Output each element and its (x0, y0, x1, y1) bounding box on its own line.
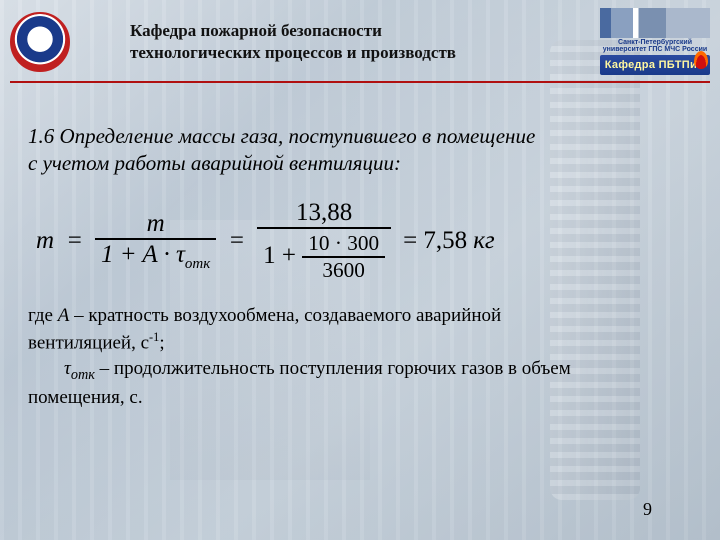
equals-1: = (60, 227, 89, 255)
where-A: А (58, 305, 70, 326)
where-l2-end: ; (159, 332, 164, 353)
right-logo: Санкт-Петербургский университет ГПС МЧС … (600, 8, 710, 75)
f2n-num: 10 · 300 (302, 231, 385, 256)
where-tau-sub: отк (71, 367, 95, 383)
f1-numerator: m (141, 209, 171, 238)
flame-icon (694, 51, 708, 69)
where-l4: помещения, с. (28, 387, 143, 408)
fraction-2: 13,88 1 + 10 · 300 3600 (257, 198, 391, 286)
f2-denominator: 1 + 10 · 300 3600 (257, 229, 391, 286)
slide-content: 1.6 Определение массы газа, поступившего… (0, 83, 720, 410)
department-title: Кафедра пожарной безопасности технологич… (80, 20, 590, 63)
department-title-line2: технологических процессов и производств (130, 42, 590, 63)
f1-den-oneplus: 1 + (101, 241, 137, 268)
f1-denominator: 1 + A · τотк (95, 240, 216, 274)
emblem-icon (10, 12, 70, 72)
formula-result: = 7,58 (397, 227, 467, 255)
f1-den-A: A (142, 241, 157, 268)
section-heading: 1.6 Определение массы газа, поступившего… (28, 123, 692, 178)
f1-den-dot: · (163, 241, 169, 268)
f2n-den: 3600 (316, 258, 371, 283)
f2-numerator: 13,88 (290, 198, 358, 227)
where-l1a: где (28, 305, 58, 326)
where-l1b: – кратность воздухообмена, создаваемого … (69, 305, 501, 326)
formula-lhs: m (36, 227, 54, 255)
formula-unit: кг (473, 227, 494, 255)
fraction-1: m 1 + A · τотк (95, 209, 216, 274)
where-tau: τ (64, 358, 71, 379)
equals-2: = (222, 227, 251, 255)
f2-den-oneplus: 1 + (263, 242, 296, 269)
where-l3a: – продолжительность поступления горючих … (95, 358, 571, 379)
page-number: 9 (643, 499, 652, 520)
slide-header: Кафедра пожарной безопасности технологич… (0, 0, 720, 77)
department-title-line1: Кафедра пожарной безопасности (130, 20, 590, 41)
where-block: где А – кратность воздухообмена, создава… (28, 303, 692, 410)
section-heading-l1: 1.6 Определение массы газа, поступившего… (28, 124, 535, 148)
right-logo-bar-text: Кафедра ПБТПиП (605, 59, 705, 71)
right-logo-smalltext: Санкт-Петербургский университет ГПС МЧС … (600, 39, 710, 53)
section-heading-l2: с учетом работы аварийной вентиляции: (28, 151, 401, 175)
formula-row: m = m 1 + A · τотк = 13,88 1 + 10 · 300 … (36, 198, 692, 286)
where-l2: вентиляцией, с (28, 332, 149, 353)
right-logo-bar: Кафедра ПБТПиП (600, 55, 710, 75)
right-logo-image (600, 8, 710, 38)
f1-den-sub: отк (185, 256, 210, 272)
where-l2-sup: -1 (149, 330, 159, 344)
f1-den-tau: τ (176, 241, 185, 268)
fraction-2-nested: 10 · 300 3600 (302, 231, 385, 284)
